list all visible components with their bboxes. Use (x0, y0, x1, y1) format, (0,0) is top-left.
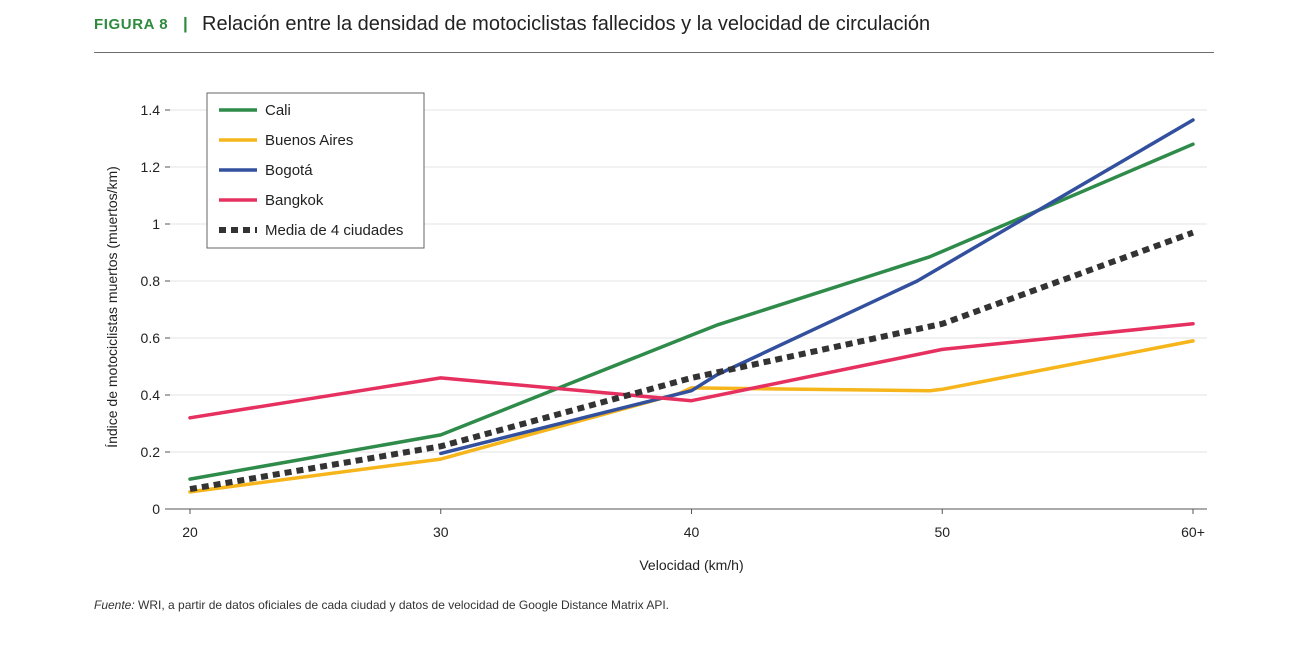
x-tick-label: 50 (934, 524, 950, 540)
legend-label: Bangkok (265, 192, 324, 209)
legend-label: Bogotá (265, 162, 313, 179)
source-note: Fuente: WRI, a partir de datos oficiales… (94, 598, 669, 612)
x-axis-label: Velocidad (km/h) (639, 557, 743, 573)
figure-header: FIGURA 8 | Relación entre la densidad de… (94, 12, 1214, 53)
legend-label: Cali (265, 102, 291, 119)
y-tick-label: 1 (152, 216, 160, 232)
line-chart: 0 0.2 0.4 0.6 0.8 1 1.2 1.4 20 30 40 50 60+ Velocidad… (104, 92, 1207, 573)
series-line-cali (188, 142, 1195, 481)
x-tick-label: 20 (182, 524, 198, 540)
y-tick-label: 1.4 (141, 102, 161, 118)
series-line-buenos-aires (188, 339, 1195, 494)
figure-separator: | (183, 14, 188, 33)
source-text: WRI, a partir de datos oficiales de cada… (134, 598, 669, 612)
x-tick-label: 40 (684, 524, 700, 540)
y-tick-label: 0.8 (141, 273, 161, 289)
figure-label: FIGURA 8 (94, 16, 169, 33)
y-tick-label: 0.2 (141, 444, 161, 460)
x-tick-label: 60+ (1181, 524, 1205, 540)
source-label: Fuente: (94, 598, 135, 612)
legend-label: Media de 4 ciudades (265, 222, 403, 239)
chart-title: Relación entre la densidad de motociclis… (202, 13, 931, 35)
legend-label: Buenos Aires (265, 132, 353, 149)
series-line-media-de-4-ciudades (189, 229, 1195, 493)
series-line-bogotá (439, 118, 1195, 456)
y-tick-label: 0 (152, 501, 160, 517)
y-tick-label: 0.6 (141, 330, 161, 346)
y-tick-label: 0.4 (141, 387, 161, 403)
series-line-bangkok (188, 322, 1195, 420)
x-tick-label: 30 (433, 524, 449, 540)
y-tick-label: 1.2 (141, 159, 161, 175)
y-axis-label: Índice de motociclistas muertos (muertos… (104, 166, 120, 448)
